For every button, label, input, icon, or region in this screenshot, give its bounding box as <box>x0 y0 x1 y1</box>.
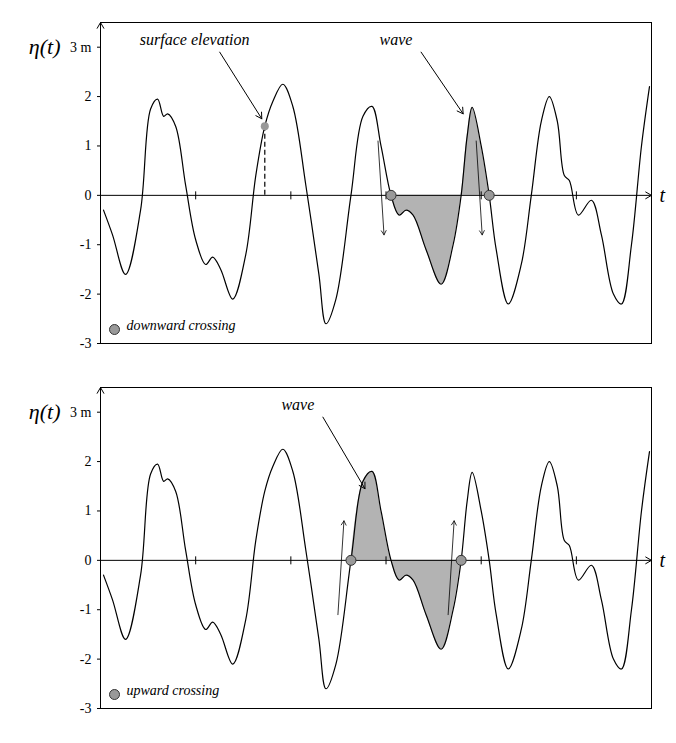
svg-text:3 m: 3 m <box>70 40 92 55</box>
svg-text:η(t): η(t) <box>29 34 61 59</box>
svg-text:1: 1 <box>85 138 92 153</box>
svg-text:t: t <box>660 184 666 206</box>
svg-text:1: 1 <box>85 503 92 518</box>
svg-text:2: 2 <box>85 454 92 469</box>
svg-text:surface elevation: surface elevation <box>140 31 250 49</box>
svg-text:t: t <box>660 549 666 571</box>
svg-text:-2: -2 <box>80 652 92 667</box>
svg-text:-3: -3 <box>80 701 92 716</box>
svg-text:-3: -3 <box>80 336 92 351</box>
svg-text:upward crossing: upward crossing <box>127 683 220 698</box>
svg-text:wave: wave <box>281 396 314 413</box>
svg-text:downward crossing: downward crossing <box>127 318 236 333</box>
svg-text:-1: -1 <box>80 602 92 617</box>
svg-text:η(t): η(t) <box>29 399 61 424</box>
svg-text:3 m: 3 m <box>70 405 92 420</box>
svg-text:-2: -2 <box>80 287 92 302</box>
svg-text:0: 0 <box>85 553 92 568</box>
svg-text:0: 0 <box>85 188 92 203</box>
svg-text:wave: wave <box>380 31 413 48</box>
svg-text:2: 2 <box>85 89 92 104</box>
svg-text:-1: -1 <box>80 237 92 252</box>
